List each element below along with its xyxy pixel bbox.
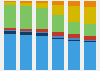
Bar	[68, 22, 80, 34]
Bar	[84, 7, 96, 24]
Bar	[68, 34, 80, 38]
Bar	[20, 6, 32, 29]
Bar	[36, 33, 48, 36]
Bar	[36, 36, 48, 70]
Bar	[52, 5, 64, 15]
Bar	[68, 41, 80, 70]
Bar	[36, 3, 48, 8]
Bar	[68, 6, 80, 22]
Bar	[68, 40, 80, 41]
Bar	[4, 5, 16, 28]
Bar	[84, 1, 96, 7]
Bar	[4, 34, 16, 70]
Bar	[52, 32, 64, 36]
Bar	[36, 29, 48, 32]
Bar	[84, 42, 96, 70]
Bar	[4, 1, 16, 2]
Bar	[36, 1, 48, 3]
Bar	[20, 1, 32, 3]
Bar	[20, 31, 32, 32]
Bar	[84, 24, 96, 36]
Bar	[20, 29, 32, 31]
Bar	[20, 3, 32, 6]
Bar	[52, 1, 64, 5]
Bar	[52, 39, 64, 70]
Bar	[36, 8, 48, 29]
Bar	[4, 30, 16, 31]
Bar	[68, 38, 80, 40]
Bar	[68, 1, 80, 6]
Bar	[36, 32, 48, 33]
Bar	[84, 36, 96, 40]
Bar	[52, 38, 64, 39]
Bar	[52, 36, 64, 38]
Bar	[20, 32, 32, 35]
Bar	[52, 15, 64, 32]
Bar	[4, 28, 16, 30]
Bar	[20, 35, 32, 70]
Bar	[84, 40, 96, 41]
Bar	[4, 31, 16, 34]
Bar	[4, 2, 16, 5]
Bar	[84, 41, 96, 42]
